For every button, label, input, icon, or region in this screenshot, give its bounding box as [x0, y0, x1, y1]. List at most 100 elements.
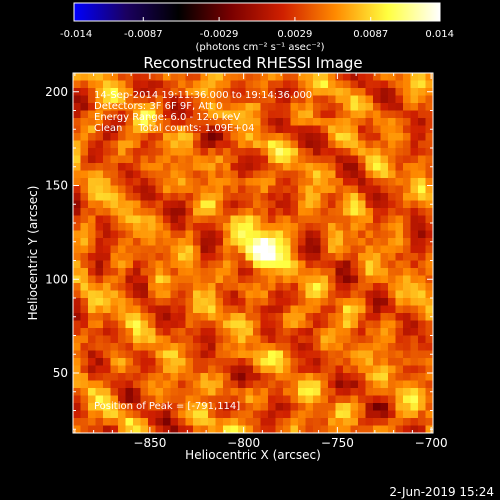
- heatmap-cell: [230, 80, 239, 89]
- heatmap-cell: [185, 200, 194, 209]
- heatmap-cell: [238, 73, 246, 81]
- heatmap-cell: [335, 238, 344, 246]
- heatmap-cell: [358, 253, 366, 261]
- heatmap-cell: [215, 290, 224, 299]
- heatmap-cell: [245, 260, 254, 269]
- heatmap-cell: [425, 290, 433, 299]
- heatmap-cell: [148, 200, 156, 209]
- heatmap-cell: [208, 380, 216, 389]
- heatmap-cell: [230, 110, 239, 119]
- heatmap-cell: [290, 155, 299, 164]
- heatmap-cell: [380, 425, 389, 433]
- heatmap-cell: [88, 253, 96, 261]
- heatmap-cell: [238, 290, 246, 299]
- heatmap-cell: [193, 260, 201, 269]
- heatmap-cell: [110, 343, 119, 351]
- heatmap-cell: [133, 373, 141, 381]
- heatmap-cell: [163, 320, 171, 329]
- heatmap-cell: [238, 335, 246, 344]
- heatmap-cell: [298, 313, 306, 321]
- heatmap-cell: [178, 163, 186, 171]
- heatmap-cell: [328, 410, 336, 419]
- heatmap-cell: [365, 328, 374, 336]
- heatmap-cell: [148, 403, 156, 411]
- heatmap-cell: [320, 118, 329, 126]
- heatmap-cell: [245, 328, 254, 336]
- heatmap-cell: [373, 328, 381, 336]
- heatmap-cell: [350, 118, 359, 126]
- heatmap-cell: [140, 403, 149, 411]
- heatmap-cell: [200, 223, 209, 231]
- heatmap-cell: [200, 185, 209, 194]
- heatmap-cell: [133, 388, 141, 396]
- heatmap-cell: [208, 268, 216, 276]
- heatmap-cell: [73, 155, 81, 164]
- heatmap-cell: [208, 208, 216, 216]
- heatmap-cell: [395, 313, 404, 321]
- heatmap-cell: [118, 245, 126, 254]
- heatmap-cell: [290, 245, 299, 254]
- heatmap-cell: [193, 425, 201, 433]
- heatmap-cell: [380, 328, 389, 336]
- heatmap-cell: [298, 223, 306, 231]
- heatmap-cell: [343, 133, 351, 141]
- heatmap-cell: [410, 253, 419, 261]
- heatmap-cell: [253, 110, 261, 119]
- heatmap-cell: [155, 380, 164, 389]
- heatmap-cell: [373, 373, 381, 381]
- heatmap-cell: [305, 185, 314, 194]
- heatmap-cell: [343, 125, 351, 134]
- heatmap-cell: [260, 283, 269, 291]
- heatmap-cell: [410, 395, 419, 404]
- heatmap-cell: [283, 170, 291, 179]
- heatmap-cell: [410, 320, 419, 329]
- heatmap-cell: [245, 133, 254, 141]
- heatmap-cell: [380, 140, 389, 149]
- heatmap-cell: [388, 403, 396, 411]
- heatmap-cell: [163, 283, 171, 291]
- heatmap-cell: [425, 230, 433, 239]
- heatmap-cell: [328, 133, 336, 141]
- heatmap-cell: [193, 140, 201, 149]
- heatmap-cell: [268, 320, 276, 329]
- heatmap-cell: [215, 238, 224, 246]
- heatmap-cell: [215, 230, 224, 239]
- heatmap-cell: [335, 365, 344, 374]
- heatmap-cell: [215, 170, 224, 179]
- heatmap-cell: [283, 320, 291, 329]
- heatmap-cell: [343, 283, 351, 291]
- heatmap-cell: [425, 193, 433, 201]
- heatmap-cell: [193, 88, 201, 96]
- heatmap-cell: [343, 200, 351, 209]
- heatmap-cell: [215, 395, 224, 404]
- heatmap-cell: [193, 343, 201, 351]
- heatmap-cell: [88, 110, 96, 119]
- heatmap-cell: [275, 133, 284, 141]
- info-time-range: 14-Sep-2014 19:11:36.000 to 19:14:36.000: [94, 90, 312, 101]
- heatmap-cell: [208, 335, 216, 344]
- heatmap-cell: [193, 215, 201, 224]
- heatmap-cell: [148, 268, 156, 276]
- heatmap-cell: [418, 320, 426, 329]
- heatmap-cell: [148, 193, 156, 201]
- heatmap-cell: [343, 193, 351, 201]
- heatmap-cell: [178, 110, 186, 119]
- heatmap-cell: [328, 163, 336, 171]
- heatmap-cell: [328, 118, 336, 126]
- heatmap-cell: [320, 208, 329, 216]
- heatmap-cell: [200, 163, 209, 171]
- heatmap-cell: [418, 125, 426, 134]
- heatmap-cell: [425, 298, 433, 306]
- heatmap-cell: [275, 373, 284, 381]
- heatmap-cell: [133, 328, 141, 336]
- heatmap-cell: [118, 395, 126, 404]
- heatmap-cell: [73, 178, 81, 186]
- heatmap-cell: [365, 178, 374, 186]
- heatmap-cell: [80, 388, 89, 396]
- heatmap-cell: [395, 335, 404, 344]
- heatmap-cell: [185, 418, 194, 426]
- y-tick-label: 150: [45, 179, 68, 193]
- heatmap-cell: [118, 298, 126, 306]
- heatmap-cell: [133, 155, 141, 164]
- heatmap-cell: [395, 95, 404, 104]
